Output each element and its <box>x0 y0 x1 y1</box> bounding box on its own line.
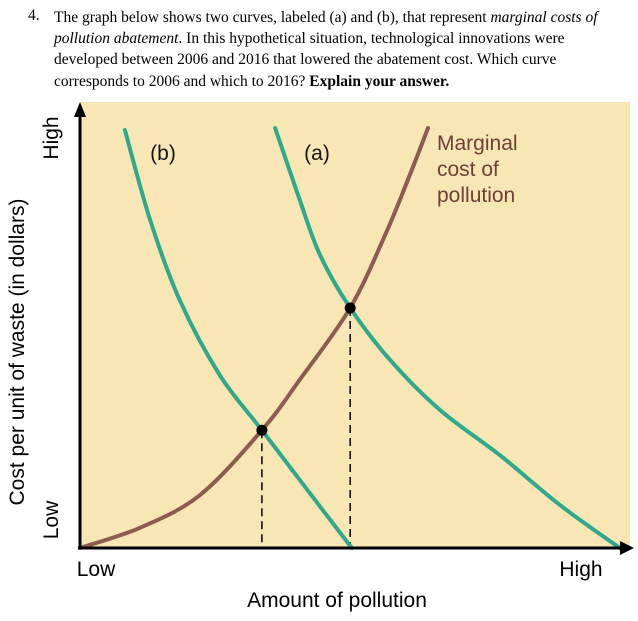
curve-a-label: (a) <box>304 142 330 165</box>
abatement-curve-b <box>122 128 354 550</box>
y-axis-arrowhead <box>74 102 86 117</box>
pollution-abatement-chart: (b) (a) Marginal cost of pollution High … <box>0 100 638 621</box>
x-axis-arrowhead <box>620 541 634 555</box>
y-axis-title: Cost per unit of waste (in dollars) <box>6 199 29 506</box>
question-text: The graph below shows two curves, labele… <box>54 7 626 92</box>
question-italic-phrase: marginal costs of pollution abatement <box>54 9 598 48</box>
x-axis-low-label: Low <box>77 558 116 581</box>
x-axis-title: Amount of pollution <box>247 589 427 612</box>
mcp-label-line3: pollution <box>437 184 515 207</box>
question-block: 4. The graph below shows two curves, lab… <box>0 7 638 92</box>
question-middle: . In this hypothetical situation, techno… <box>54 30 565 90</box>
intersection-dot-a <box>344 302 356 314</box>
graph-svg: (b) (a) Marginal cost of pollution High … <box>6 102 634 612</box>
abatement-curve-a <box>273 126 622 550</box>
y-axis-low-label: Low <box>40 500 63 539</box>
question-lead: The graph below shows two curves, labele… <box>54 9 491 26</box>
mcp-label-line1: Marginal <box>437 132 518 155</box>
marginal-cost-of-pollution-curve <box>78 126 430 550</box>
x-axis-high-label: High <box>559 558 602 581</box>
y-axis-high-label: High <box>40 116 63 159</box>
plot-area <box>80 102 630 548</box>
intersection-dot-b <box>256 424 268 436</box>
question-bold-phrase: Explain your answer. <box>309 72 450 90</box>
mcp-label-line2: cost of <box>437 158 499 181</box>
question-number: 4. <box>28 7 40 24</box>
curve-b-label: (b) <box>150 142 176 165</box>
